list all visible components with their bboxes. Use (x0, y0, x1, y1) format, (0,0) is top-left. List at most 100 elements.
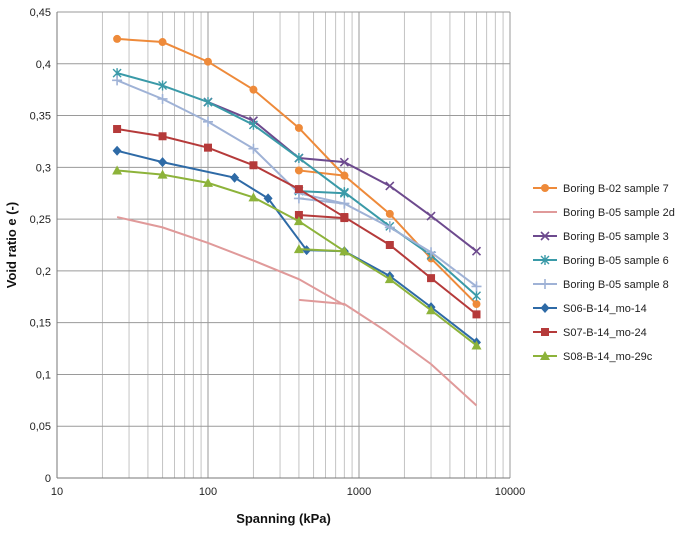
series-7 (113, 125, 481, 319)
legend-item: Boring B-05 sample 2d (533, 207, 675, 219)
axes: 10 100 1000 10000 0 0,05 0,1 0,15 0,2 0,25 0,3 0,35… (30, 7, 526, 498)
data-point (293, 244, 304, 254)
grid (56, 11, 511, 479)
data-point (472, 290, 481, 301)
series-2 (116, 216, 478, 407)
legend-label: Boring B-05 sample 6 (563, 255, 669, 267)
data-point (293, 216, 304, 226)
data-point (158, 80, 168, 91)
x-tick-label: 100 (199, 486, 217, 498)
data-point (113, 34, 122, 43)
y-tick-label: 0,15 (30, 318, 51, 330)
legend-label: S07-B-14_mo-24 (563, 327, 647, 339)
series-segment-line (298, 248, 345, 253)
series-8 (112, 165, 482, 350)
legend-item: Boring B-02 sample 7 (533, 183, 669, 195)
data-point (294, 185, 303, 194)
data-point (294, 153, 304, 164)
legend-label: Boring B-05 sample 2d (563, 207, 675, 219)
data-point (113, 125, 122, 134)
data-point (294, 123, 303, 132)
data-point (427, 274, 436, 283)
y-tick-label: 0,45 (30, 7, 51, 19)
x-tick-label: 10 (51, 486, 63, 498)
legend-item: Boring B-05 sample 3 (533, 231, 669, 243)
legend-label: Boring B-05 sample 3 (563, 231, 669, 243)
data-point (472, 310, 481, 319)
data-point (158, 132, 167, 141)
legend-swatch-marker (541, 184, 549, 192)
data-point (112, 75, 123, 86)
legend-item: Boring B-05 sample 6 (533, 255, 669, 267)
legend-item: S08-B-14_mo-29c (533, 351, 653, 363)
data-point (294, 210, 303, 219)
data-point (248, 143, 259, 154)
data-point (426, 211, 436, 221)
data-point (426, 247, 437, 258)
data-point (112, 145, 122, 156)
data-point (203, 116, 213, 127)
data-point (471, 281, 482, 292)
series-line (116, 216, 345, 306)
y-tick-label: 0,05 (30, 421, 51, 433)
data-point (158, 38, 167, 47)
data-point (472, 300, 481, 309)
data-point (249, 85, 258, 94)
data-point (385, 241, 394, 249)
series-segment-line (298, 213, 345, 220)
x-axis-title: Spanning (kPa) (236, 511, 331, 526)
legend-swatch-marker (540, 351, 550, 360)
series-segment-line (298, 190, 345, 195)
data-point (112, 165, 123, 175)
series-segment-line (298, 298, 478, 407)
y-tick-label: 0,3 (36, 162, 51, 174)
legend-label: Boring B-02 sample 7 (563, 183, 669, 195)
legend-label: S08-B-14_mo-29c (563, 351, 653, 363)
legend-item: S06-B-14_mo-14 (533, 303, 647, 315)
series-1 (113, 34, 481, 309)
data-point (339, 198, 350, 209)
y-tick-label: 0 (45, 473, 51, 485)
data-point (158, 157, 168, 168)
data-point (157, 169, 168, 179)
data-point (203, 177, 213, 187)
legend-swatch-marker (541, 328, 549, 336)
data-point (294, 166, 303, 175)
series-group (112, 34, 482, 407)
y-tick-label: 0,35 (30, 111, 51, 123)
series-line (116, 169, 478, 347)
data-point (339, 246, 350, 256)
series-5 (112, 75, 482, 292)
y-tick-label: 0,4 (36, 59, 51, 71)
data-point (248, 119, 258, 130)
y-tick-label: 0,2 (36, 266, 51, 278)
data-point (230, 172, 240, 183)
y-axis-title: Void ratio e (-) (4, 202, 19, 288)
data-point (204, 143, 212, 152)
data-point (339, 157, 349, 167)
series-line (116, 72, 478, 297)
legend-swatch-marker (540, 303, 550, 313)
legend-label: S06-B-14_mo-14 (563, 303, 647, 315)
data-point (157, 93, 168, 104)
data-point (340, 171, 349, 180)
legend-item: Boring B-05 sample 8 (533, 279, 669, 291)
legend-swatch-marker (540, 231, 550, 241)
data-point (263, 193, 273, 204)
data-point (471, 246, 482, 256)
series-4 (112, 68, 481, 301)
legend-swatch-marker (540, 279, 550, 289)
legend: Boring B-02 sample 7 Boring B-05 sample 2… (533, 183, 675, 363)
data-point (248, 192, 259, 202)
data-point (385, 209, 394, 218)
data-point (384, 222, 395, 233)
legend-label: Boring B-05 sample 8 (563, 279, 669, 291)
data-point (340, 213, 349, 222)
x-tick-label: 10000 (495, 486, 526, 498)
data-point (339, 187, 349, 198)
y-tick-label: 0,1 (36, 369, 51, 381)
data-point (426, 305, 437, 315)
series-segment-line (298, 169, 345, 177)
